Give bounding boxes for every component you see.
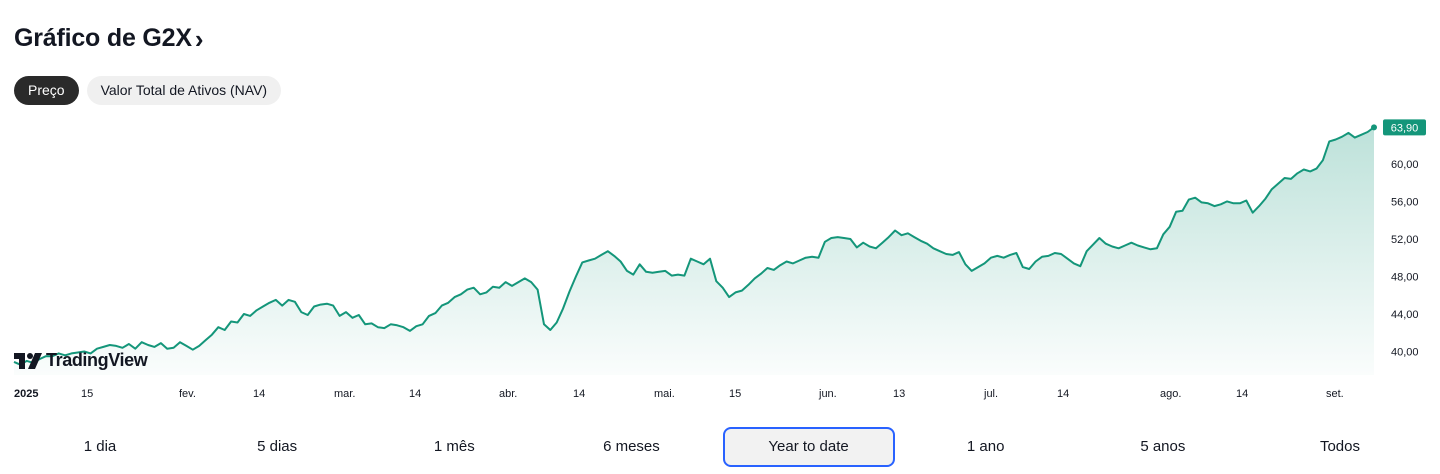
- range-1-month[interactable]: 1 mês: [433, 438, 475, 455]
- tab-price[interactable]: Preço: [14, 76, 79, 105]
- x-tick-label: 14: [253, 388, 265, 400]
- x-tick-label: 14: [409, 388, 421, 400]
- y-tick-label: 52,00: [1391, 234, 1419, 246]
- range-5-years[interactable]: 5 anos: [1140, 438, 1186, 455]
- y-tick-label: 44,00: [1391, 309, 1419, 321]
- range-year-to-date[interactable]: Year to date: [722, 427, 895, 467]
- last-value-label: 63,90: [1391, 122, 1419, 134]
- x-tick-label: jul.: [983, 388, 998, 400]
- x-tick-label: jun.: [818, 388, 837, 400]
- x-tick-label: 13: [893, 388, 905, 400]
- x-tick-label: 14: [1057, 388, 1069, 400]
- tradingview-mark-icon: [14, 352, 42, 369]
- x-tick-label: ago.: [1160, 388, 1181, 400]
- time-range-selector: 1 dia 5 dias 1 mês 6 meses Year to date …: [14, 426, 1426, 468]
- series-line: [13, 126, 1375, 366]
- range-5-days[interactable]: 5 dias: [257, 438, 298, 455]
- price-chart[interactable]: 40,00 44,00 48,00 52,00 56,00 60,00 63,90 2025 1…: [0, 110, 1440, 410]
- chart-header: Gráfico de G2X ›: [14, 24, 204, 53]
- x-tick-label: mai.: [654, 388, 675, 400]
- y-tick-label: 56,00: [1391, 196, 1419, 208]
- y-tick-label: 48,00: [1391, 271, 1419, 283]
- chart-type-tabs: Preço Valor Total de Ativos (NAV): [14, 76, 282, 105]
- last-point-marker: [1371, 124, 1377, 131]
- x-tick-label: abr.: [499, 388, 517, 400]
- y-tick-label: 60,00: [1391, 159, 1419, 171]
- tradingview-wordmark: TradingView: [46, 350, 148, 370]
- range-1-day[interactable]: 1 dia: [83, 438, 117, 455]
- range-6-months[interactable]: 6 meses: [603, 438, 660, 455]
- range-1-year[interactable]: 1 ano: [966, 438, 1005, 455]
- x-tick-label: 15: [81, 388, 93, 400]
- x-tick-label: 14: [1236, 388, 1248, 400]
- last-value-badge: [1383, 119, 1426, 136]
- series-area: [14, 127, 1374, 375]
- chevron-right-icon[interactable]: ›: [194, 23, 204, 54]
- tradingview-logo[interactable]: TradingView: [14, 350, 148, 371]
- x-tick-label: 2025: [14, 388, 38, 400]
- x-tick-label: 15: [729, 388, 741, 400]
- range-all[interactable]: Todos: [1319, 438, 1360, 455]
- x-tick-label: set.: [1326, 388, 1344, 400]
- y-tick-label: 40,00: [1391, 347, 1419, 359]
- tab-nav[interactable]: Valor Total de Ativos (NAV): [86, 76, 282, 105]
- x-tick-label: fev.: [179, 388, 196, 400]
- x-tick-label: 14: [573, 388, 585, 400]
- x-tick-label: mar.: [334, 388, 355, 400]
- page-title[interactable]: Gráfico de G2X: [14, 24, 192, 52]
